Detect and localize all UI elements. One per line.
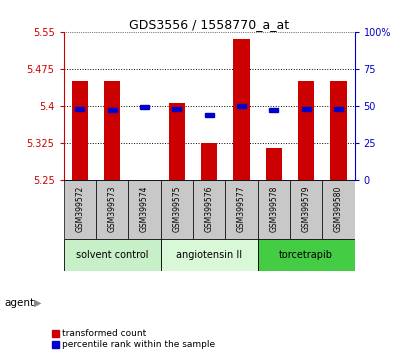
Bar xyxy=(269,108,278,112)
Text: GSM399574: GSM399574 xyxy=(139,186,148,232)
Title: GDS3556 / 1558770_a_at: GDS3556 / 1558770_a_at xyxy=(129,18,288,31)
Bar xyxy=(172,107,181,110)
Text: torcetrapib: torcetrapib xyxy=(279,250,333,260)
Text: GSM399573: GSM399573 xyxy=(107,186,116,232)
Bar xyxy=(330,81,346,179)
Bar xyxy=(236,104,245,108)
Bar xyxy=(257,239,354,271)
Bar xyxy=(204,113,213,116)
Text: angiotensin II: angiotensin II xyxy=(175,250,242,260)
Bar xyxy=(139,105,148,109)
Bar xyxy=(265,148,281,179)
Bar xyxy=(289,179,321,239)
Bar xyxy=(200,143,217,179)
Bar xyxy=(63,179,96,239)
Bar xyxy=(297,81,313,179)
Text: GSM399580: GSM399580 xyxy=(333,186,342,232)
Text: agent: agent xyxy=(4,298,34,308)
Bar xyxy=(301,107,310,110)
Text: GSM399577: GSM399577 xyxy=(236,186,245,232)
Bar xyxy=(72,81,88,179)
Text: GSM399576: GSM399576 xyxy=(204,186,213,232)
Bar xyxy=(107,108,116,112)
Bar xyxy=(160,239,257,271)
Bar xyxy=(168,103,184,179)
Text: ▶: ▶ xyxy=(34,298,41,308)
Text: GSM399575: GSM399575 xyxy=(172,186,181,232)
Text: solvent control: solvent control xyxy=(76,250,148,260)
Bar xyxy=(225,179,257,239)
Bar xyxy=(160,179,193,239)
Legend: transformed count, percentile rank within the sample: transformed count, percentile rank withi… xyxy=(52,329,215,349)
Text: GSM399579: GSM399579 xyxy=(301,186,310,232)
Bar xyxy=(233,39,249,179)
Text: GSM399578: GSM399578 xyxy=(269,186,278,232)
Bar xyxy=(321,179,354,239)
Bar xyxy=(75,107,84,110)
Bar xyxy=(63,239,160,271)
Bar xyxy=(333,107,342,110)
Bar xyxy=(104,81,120,179)
Bar xyxy=(257,179,289,239)
Text: GSM399572: GSM399572 xyxy=(75,186,84,232)
Bar xyxy=(128,179,160,239)
Bar xyxy=(193,179,225,239)
Bar xyxy=(96,179,128,239)
